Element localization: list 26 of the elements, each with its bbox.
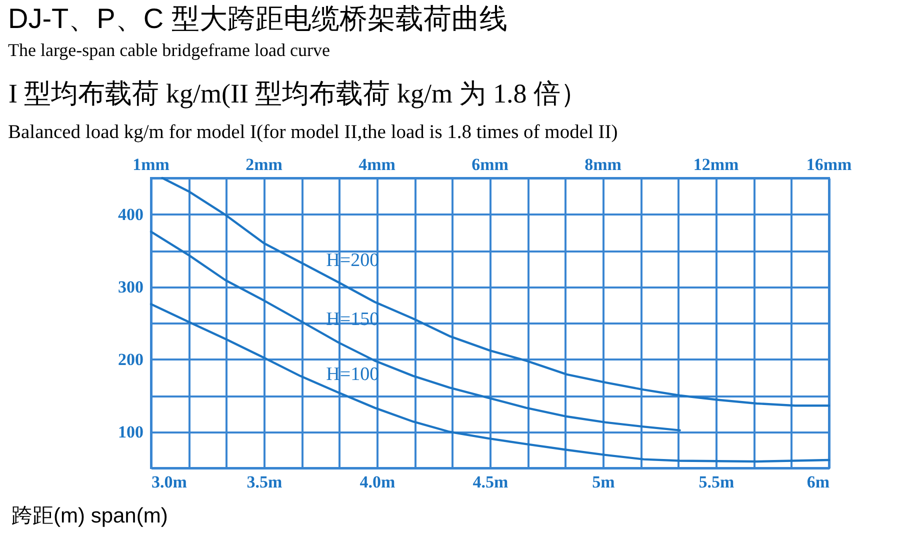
y-tick-label: 200 (118, 350, 144, 369)
text: 6mm (472, 155, 508, 174)
text: 1mm (132, 155, 170, 174)
x-tick-label: 5m (592, 472, 615, 492)
x-tick-label: 5.5m (698, 472, 734, 492)
chart-subtitle: The large-span cable bridgeframe load curve (8, 40, 330, 60)
x-tick-label: 3.5m (246, 472, 282, 492)
text: 2mm (246, 155, 282, 174)
text: 16mm (806, 155, 852, 174)
x-tick-label: 3.0m (152, 472, 187, 492)
y-tick-label: 400 (118, 204, 144, 224)
line-series (150, 230, 681, 432)
y-tick-label: 300 (118, 277, 144, 296)
text: Balanced load kg/m for model I(for model II,the load is 1.8 times of model II) (8, 122, 618, 143)
line-series (150, 303, 830, 463)
chart-title: DJ-T、P、C 型大跨距电缆桥架载荷曲线 (8, 3, 508, 34)
x-tick-label: 4.0m (360, 472, 396, 492)
y-tick-label: 100 (118, 422, 144, 442)
text: 8mm (584, 155, 622, 174)
x-axis-title: 跨距(m) span(m) (12, 504, 168, 528)
x-tick-label: 6m (806, 472, 830, 492)
text: 4mm (358, 155, 396, 174)
text: 12mm (693, 155, 739, 174)
y-axis-title: I 型均布载荷 kg/m(II 型均布载荷 kg/m 为 1.8 倍） (8, 78, 588, 108)
line-series (161, 176, 830, 407)
x-tick-label: 4.5m (472, 472, 508, 492)
